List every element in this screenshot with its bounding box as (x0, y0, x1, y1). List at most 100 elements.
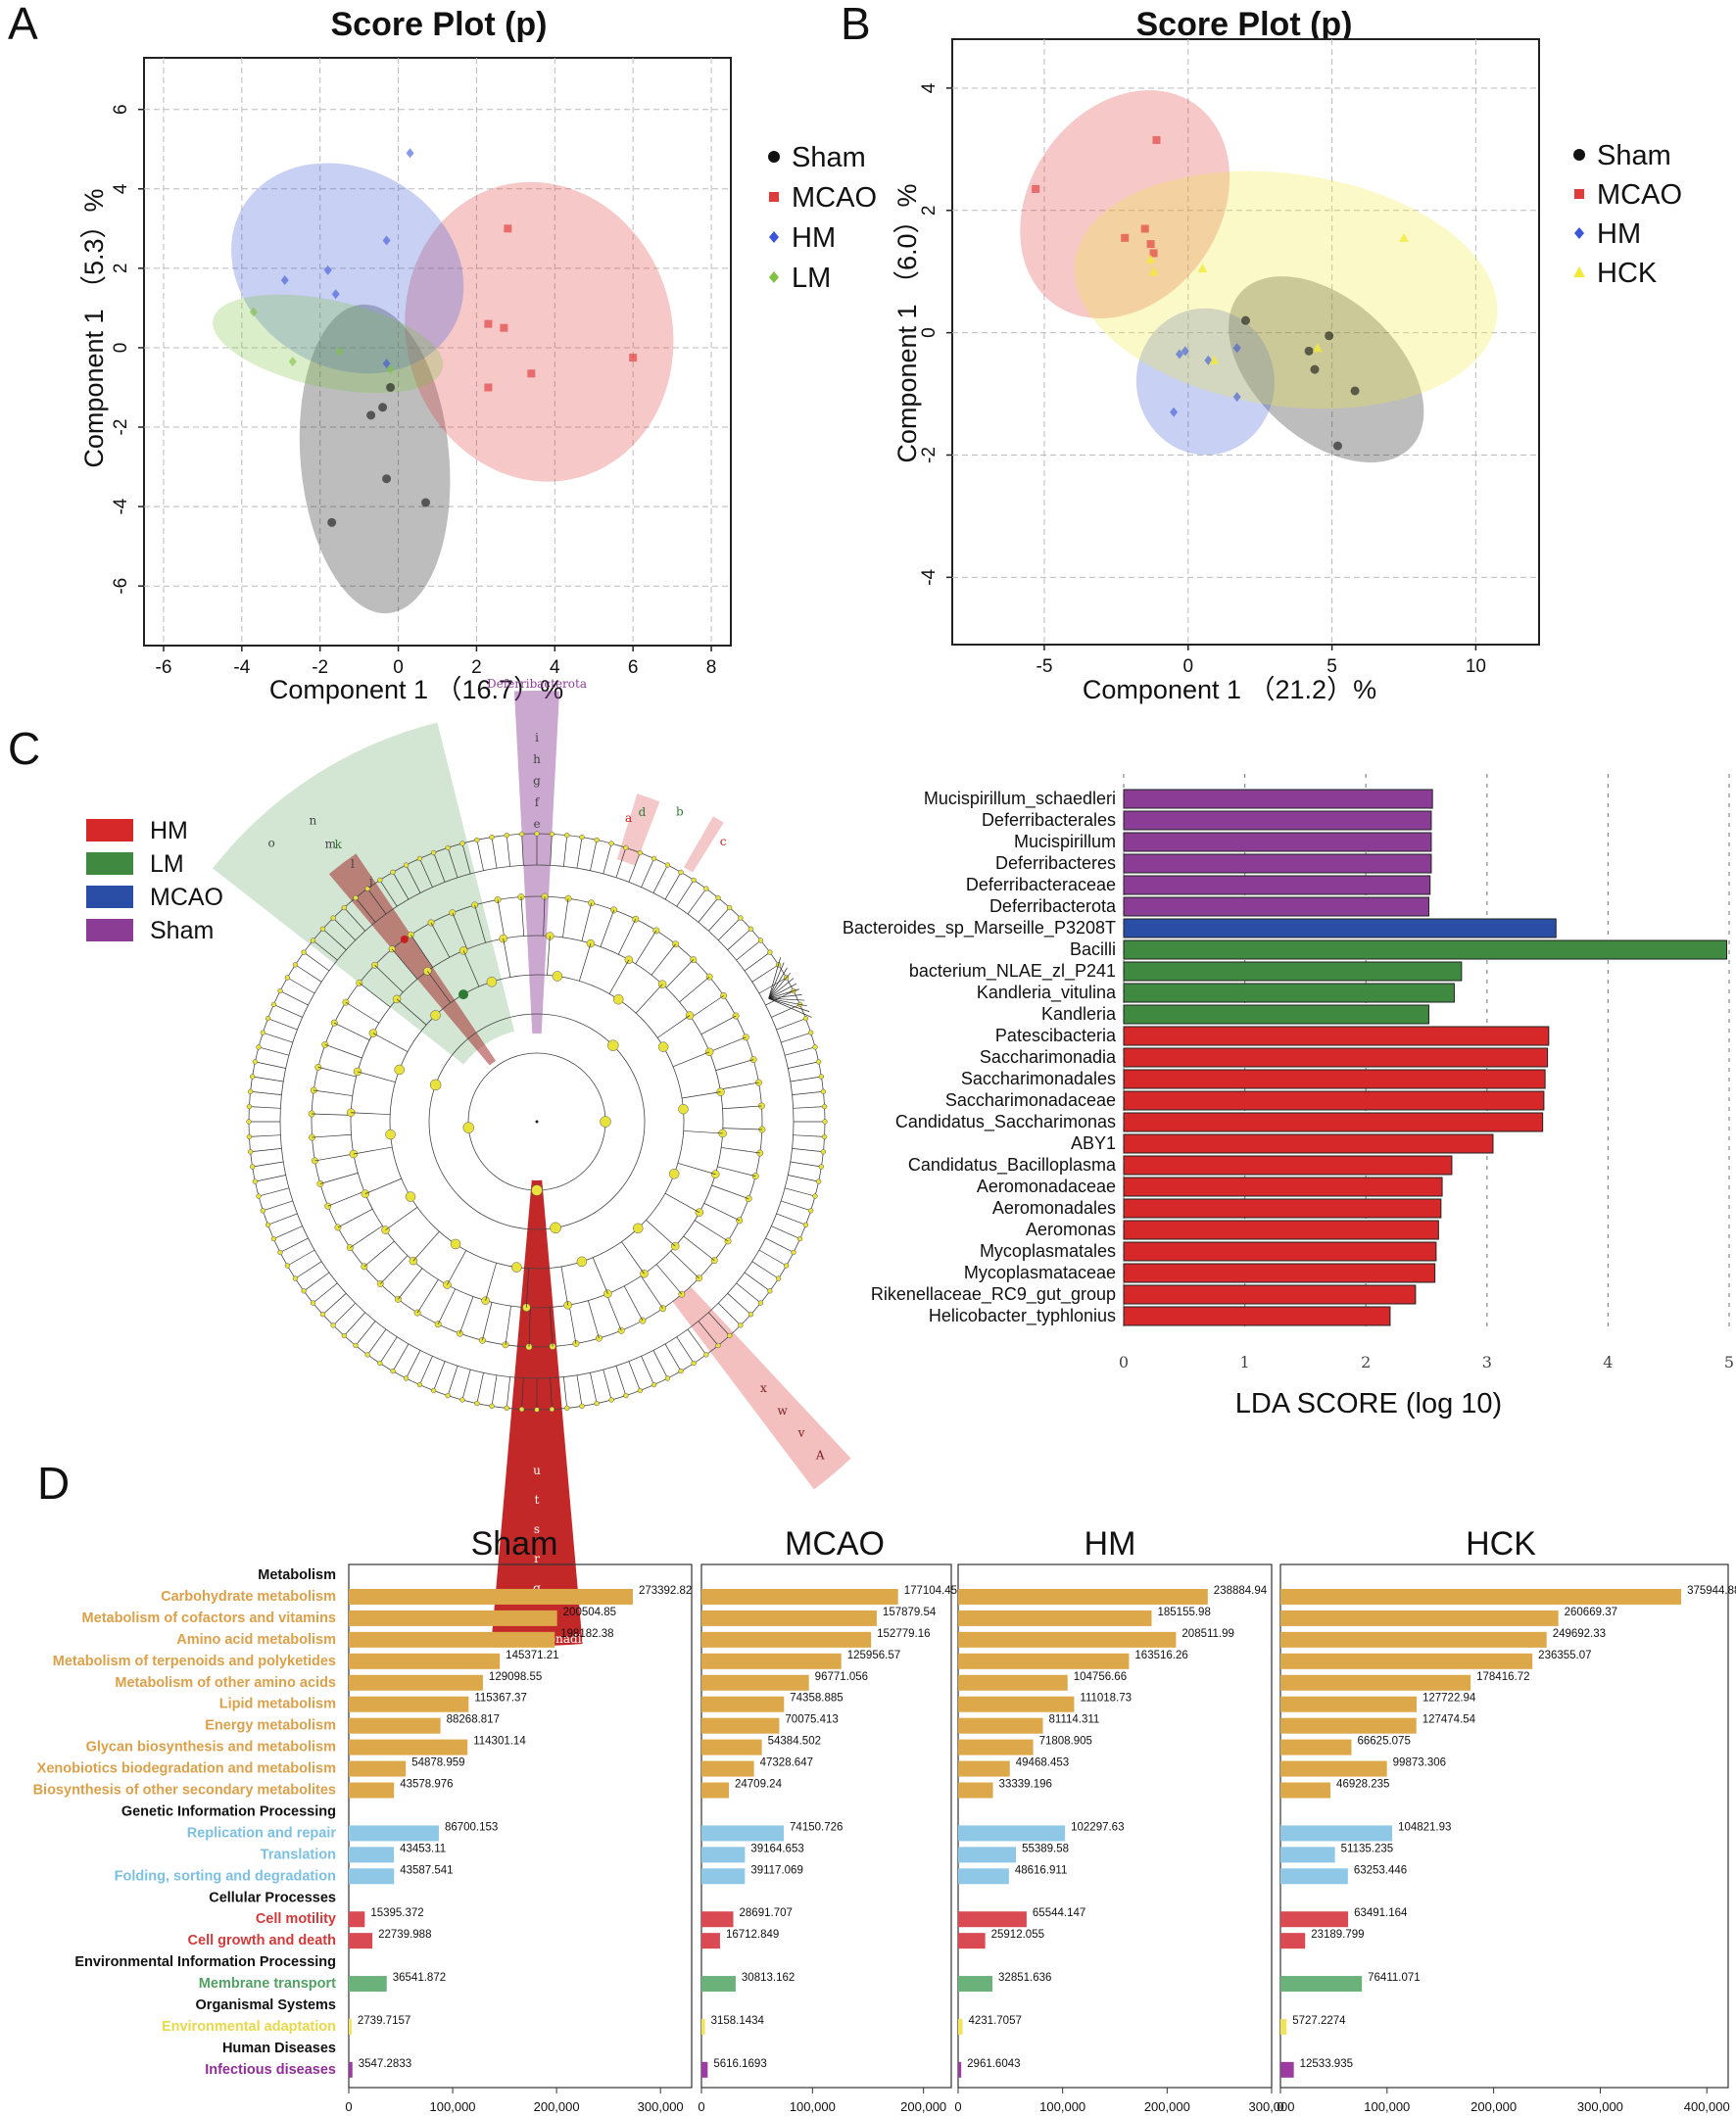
clade-highlight-hm-small (328, 853, 497, 1066)
lda-bar-label: Saccharimonadales (961, 1069, 1116, 1088)
cladogram-node (456, 1329, 463, 1337)
kegg-value-label: 236355.07 (1538, 1650, 1591, 1661)
kegg-bar (701, 1717, 780, 1734)
cladogram-node (270, 1001, 277, 1008)
kegg-tick-label: 300,000 (638, 2099, 684, 2114)
cladogram-node (594, 1400, 600, 1407)
legend-marker-sham (768, 151, 780, 163)
cladogram-branch (563, 835, 568, 867)
cladogram-node (818, 1164, 825, 1170)
confidence-ellipse-sham (1229, 276, 1424, 463)
cladogram-branch (792, 1090, 824, 1095)
kegg-tick-label: 0 (954, 2099, 961, 2114)
cladogram-node (260, 1030, 266, 1035)
cladogram-branch (252, 1076, 284, 1082)
cladogram-branch (776, 1018, 806, 1031)
cladogram-node (246, 1133, 253, 1140)
legend-marker-mcao (1574, 189, 1584, 199)
kegg-bar (958, 1868, 1009, 1885)
cladogram-branch (600, 909, 614, 947)
kegg-category-label: Replication and repair (187, 1825, 337, 1841)
y-tick-label: 4 (919, 82, 940, 93)
cladogram-branch (768, 997, 812, 1018)
cladogram-node (738, 915, 744, 921)
kegg-tick-label: 100,000 (430, 2099, 476, 2114)
y-tick-label: -4 (919, 568, 940, 585)
cladogram-node (775, 1275, 782, 1281)
point-hm (331, 289, 340, 300)
cladogram-branch (476, 840, 484, 871)
lda-bar-label: Bacilli (1070, 939, 1116, 959)
cladogram-node (815, 1059, 822, 1065)
lda-bar-mucispirillum (1123, 832, 1432, 852)
lda-bar-mycoplasmatales (1123, 1241, 1437, 1262)
cladogram-node (394, 1064, 405, 1076)
kegg-category-label: Carbohydrate metabolism (161, 1589, 336, 1605)
cladogram-node (807, 1208, 814, 1214)
legend-label-lm: LM (792, 263, 831, 294)
kegg-value-label: 115367.37 (474, 1693, 527, 1705)
kegg-tick-label: 200,000 (1471, 2099, 1517, 2114)
kegg-tick-label: 300,000 (1577, 2099, 1623, 2114)
cladogram-branch (588, 1300, 600, 1339)
cladogram-branch (433, 1361, 446, 1391)
cladogram-node (818, 1074, 825, 1080)
point-mcao (484, 383, 493, 392)
kegg-value-label: 5616.1693 (713, 2058, 766, 2070)
kegg-bar (349, 2018, 352, 2035)
point-hck (1398, 232, 1409, 242)
cladogram-branch (379, 880, 398, 907)
cladogram-node (292, 1275, 299, 1281)
cladogram-branch (793, 1106, 825, 1109)
kegg-category-label: Environmental adaptation (162, 2019, 336, 2035)
cladogram-branch (641, 1356, 654, 1385)
point-mcao (1146, 240, 1155, 249)
cladogram-node (691, 1360, 697, 1367)
cladogram-branch (765, 990, 795, 1006)
cladogram-node (822, 1119, 828, 1125)
kegg-value-label: 3158.1434 (711, 2015, 765, 2027)
cladogram-node (260, 1208, 266, 1214)
panel-b-frame (951, 38, 1540, 646)
lda-bar-aeromonas (1123, 1220, 1439, 1240)
cladogram-branch (520, 896, 525, 937)
lda-bar-candidatus_saccharimonas (1123, 1112, 1544, 1132)
point-hm (382, 359, 391, 369)
kegg-value-label: 39117.069 (750, 1864, 803, 1876)
kegg-value-label: 102297.63 (1071, 1821, 1124, 1833)
panel-d-category-labels: Metabolism Carbohydrate metabolism Metabol… (33, 1567, 337, 2078)
cladogram-branch (249, 1106, 281, 1109)
point-mcao (500, 323, 508, 332)
cladogram-branch (776, 1213, 806, 1226)
legend-marker-mcao (769, 192, 779, 202)
cladogram-node (342, 998, 350, 1006)
cladogram-node (249, 1074, 256, 1080)
cladogram-branch (374, 964, 404, 993)
cladogram-node (346, 1244, 354, 1252)
kegg-value-label: 249692.33 (1553, 1628, 1606, 1640)
cladogram-branch (715, 1059, 754, 1071)
cladogram-branch (628, 1361, 641, 1391)
cladogram-node (703, 1352, 709, 1358)
cladogram-node (594, 837, 600, 843)
y-tick-label: 0 (111, 343, 131, 354)
cladogram-node (356, 979, 363, 986)
clade-label: e (533, 817, 540, 831)
legend-label-mcao: MCAO (150, 884, 223, 911)
kegg-value-label: 54384.502 (768, 1736, 821, 1748)
kegg-value-label: 88268.817 (447, 1714, 500, 1726)
kegg-bar (958, 1976, 993, 1993)
kegg-bar (701, 1782, 730, 1799)
cladogram-node (247, 1088, 254, 1094)
cladogram-branch (792, 1148, 824, 1153)
kegg-bar (958, 2018, 963, 2035)
cladogram-node (330, 1322, 336, 1328)
lda-tick-label: 5 (1724, 1353, 1734, 1371)
kegg-bar (958, 1782, 993, 1799)
kegg-value-label: 63253.446 (1354, 1864, 1407, 1876)
cladogram-node (727, 904, 733, 911)
cladogram-branch (617, 919, 637, 955)
cladogram-branch (652, 1350, 668, 1379)
cladogram-branch (646, 1220, 676, 1247)
x-tick-label: -2 (312, 657, 328, 678)
